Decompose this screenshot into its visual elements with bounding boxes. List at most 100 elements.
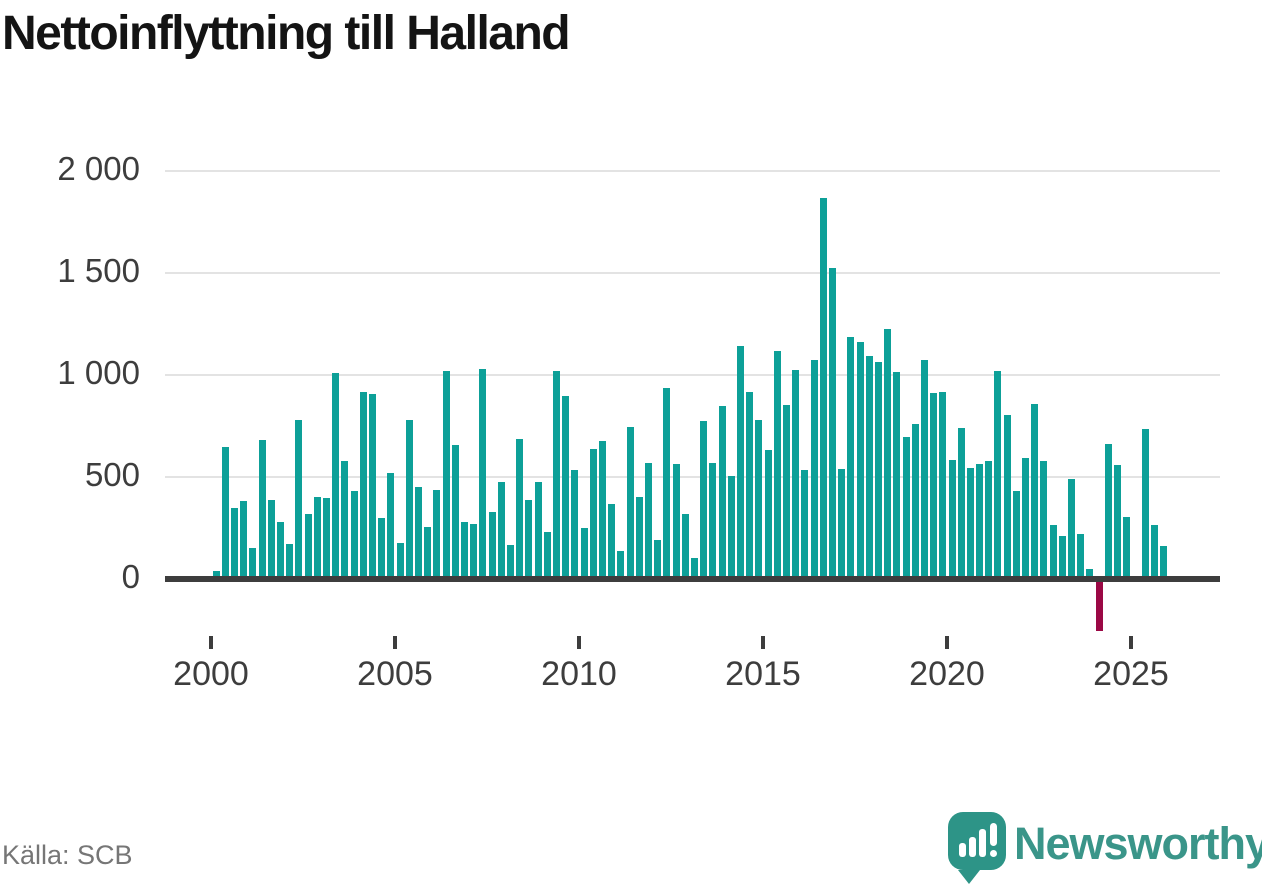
speech-bubble-tail xyxy=(958,870,980,884)
x-axis-label-2025: 2025 xyxy=(1093,655,1169,693)
bar-2005-Q4 xyxy=(424,527,431,579)
bar-2007-Q1 xyxy=(470,524,477,579)
bar-2015-Q4 xyxy=(792,370,799,579)
bar-2006-Q4 xyxy=(461,522,468,579)
bar-2021-Q2 xyxy=(994,371,1001,579)
bar-2006-Q2 xyxy=(443,371,450,579)
bar-2021-Q4 xyxy=(1013,491,1020,579)
bar-2014-Q1 xyxy=(728,476,735,579)
bar-2020-Q4 xyxy=(976,464,983,579)
bar-2020-Q3 xyxy=(967,468,974,579)
bar-2008-Q4 xyxy=(535,482,542,579)
bar-2006-Q1 xyxy=(433,490,440,579)
bar-2007-Q4 xyxy=(498,482,505,579)
bar-2003-Q3 xyxy=(341,461,348,579)
x-axis-tick-2015 xyxy=(761,636,765,649)
x-axis-tick-2025 xyxy=(1129,636,1133,649)
bar-2015-Q3 xyxy=(783,405,790,579)
bar-2001-Q2 xyxy=(259,440,266,579)
bar-2002-Q2 xyxy=(295,420,302,579)
bar-2023-Q4 xyxy=(1086,569,1093,579)
bar-2010-Q1 xyxy=(581,528,588,579)
bar-2017-Q3 xyxy=(857,342,864,579)
bar-2016-Q3 xyxy=(820,198,827,579)
bar-2021-Q1 xyxy=(985,461,992,579)
x-axis-zero-line xyxy=(165,576,1220,582)
bar-2009-Q4 xyxy=(571,470,578,579)
bar-2013-Q3 xyxy=(709,463,716,579)
logo-chart-bar-large xyxy=(979,829,986,857)
bar-2022-Q3 xyxy=(1040,461,1047,579)
bar-2019-Q4 xyxy=(939,392,946,579)
x-axis-tick-2000 xyxy=(209,636,213,649)
bar-2004-Q4 xyxy=(387,473,394,579)
x-axis-tick-2020 xyxy=(945,636,949,649)
bar-2006-Q3 xyxy=(452,445,459,579)
bar-2022-Q4 xyxy=(1050,525,1057,579)
newsworthy-logo-icon xyxy=(948,812,1006,884)
x-axis-label-2000: 2000 xyxy=(173,655,249,693)
bar-2014-Q2 xyxy=(737,346,744,579)
bar-2025-Q3 xyxy=(1151,525,1158,579)
bar-2024-Q3 xyxy=(1114,465,1121,579)
bar-2005-Q3 xyxy=(415,487,422,579)
bar-2001-Q4 xyxy=(277,522,284,579)
bar-2007-Q3 xyxy=(489,512,496,579)
gridline-y-2000 xyxy=(165,170,1220,172)
bar-2010-Q3 xyxy=(599,441,606,579)
y-axis-label-500: 500 xyxy=(84,456,140,493)
bar-2023-Q2 xyxy=(1068,479,1075,579)
gridline-y-1000 xyxy=(165,374,1220,376)
bar-2009-Q3 xyxy=(562,396,569,579)
newsworthy-branding: Newsworthy xyxy=(948,810,1262,884)
newsworthy-wordmark: Newsworthy xyxy=(1014,818,1262,869)
bar-2001-Q1 xyxy=(249,548,256,579)
bar-2017-Q2 xyxy=(847,337,854,579)
bar-2004-Q1 xyxy=(360,392,367,579)
logo-chart-bar-small xyxy=(959,843,966,857)
bar-2016-Q1 xyxy=(801,470,808,579)
bar-2005-Q1 xyxy=(397,543,404,579)
bar-2014-Q4 xyxy=(755,420,762,579)
bar-2024-Q4 xyxy=(1123,517,1130,579)
bar-2009-Q1 xyxy=(544,532,551,579)
bar-2018-Q1 xyxy=(875,362,882,579)
bar-2011-Q1 xyxy=(617,551,624,579)
y-axis-label-2000: 2 000 xyxy=(57,150,140,187)
bar-2012-Q4 xyxy=(682,514,689,579)
bar-2002-Q1 xyxy=(286,544,293,579)
x-axis-tick-2005 xyxy=(393,636,397,649)
bar-2016-Q4 xyxy=(829,268,836,579)
bar-2009-Q2 xyxy=(553,371,560,579)
bar-2021-Q3 xyxy=(1004,415,1011,579)
bar-2011-Q2 xyxy=(627,427,634,579)
bar-2002-Q3 xyxy=(305,514,312,579)
bar-2000-Q4 xyxy=(240,501,247,579)
bar-2013-Q2 xyxy=(700,421,707,579)
bar-2019-Q2 xyxy=(921,360,928,579)
bar-2025-Q2 xyxy=(1142,429,1149,579)
x-axis-label-2015: 2015 xyxy=(725,655,801,693)
x-axis-label-2020: 2020 xyxy=(909,655,985,693)
bar-2003-Q1 xyxy=(323,498,330,579)
bar-2022-Q2 xyxy=(1031,404,1038,579)
bar-2008-Q1 xyxy=(507,545,514,579)
x-axis-label-2010: 2010 xyxy=(541,655,617,693)
bar-2004-Q3 xyxy=(378,518,385,579)
bar-2024-Q2 xyxy=(1105,444,1112,579)
source-caption: Källa: SCB xyxy=(2,840,133,870)
y-axis-label-0: 0 xyxy=(121,558,140,595)
bar-2011-Q3 xyxy=(636,497,643,579)
bar-2018-Q4 xyxy=(903,437,910,579)
chart-title: Nettoinflyttning till Halland xyxy=(2,7,571,60)
bar-2013-Q4 xyxy=(719,406,726,579)
y-axis-label-1000: 1 000 xyxy=(57,354,140,391)
bar-2025-Q4 xyxy=(1160,546,1167,579)
logo-exclamation-dot xyxy=(990,850,997,857)
bar-2003-Q4 xyxy=(351,491,358,579)
bar-2012-Q2 xyxy=(663,388,670,579)
bar-2012-Q3 xyxy=(673,464,680,579)
bar-2020-Q1 xyxy=(949,460,956,579)
